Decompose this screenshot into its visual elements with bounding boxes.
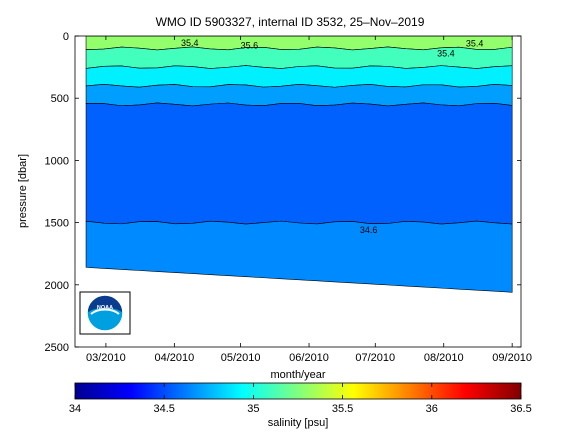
x-tick-label: 05/2010 — [221, 352, 261, 364]
x-tick-label: 03/2010 — [86, 352, 126, 364]
colorbar-tick-label: 34.5 — [153, 403, 174, 415]
colorbar-tick-label: 35.5 — [332, 403, 353, 415]
colorbar-tick-label: 36.5 — [510, 403, 531, 415]
salinity-layer — [85, 220, 513, 293]
colorbar-label: salinity [psu] — [268, 417, 329, 429]
x-tick-label: 09/2010 — [492, 352, 532, 364]
salinity-layer — [85, 83, 513, 107]
contour-label: 35.4 — [466, 38, 484, 48]
y-tick-label: 2000 — [45, 280, 69, 292]
x-tick-label: 08/2010 — [424, 352, 464, 364]
salinity-field: 35.4 35.6 35.4 35.4 34.6 — [85, 36, 513, 293]
y-axis: 0 500 1000 1500 2000 2500 — [45, 31, 521, 354]
colorbar-tick-label: 34 — [69, 403, 81, 415]
x-tick-label: 07/2010 — [355, 352, 395, 364]
y-tick-label: 2500 — [45, 342, 69, 354]
x-axis: 03/2010 04/2010 05/2010 06/2010 07/2010 08/20… — [86, 36, 532, 364]
plot-frame — [74, 35, 522, 348]
logo-text: NOAA — [97, 305, 113, 311]
y-tick-label: 0 — [63, 31, 69, 43]
contour-label: 34.6 — [360, 225, 378, 235]
salinity-layer — [85, 102, 513, 225]
x-tick-label: 06/2010 — [289, 352, 329, 364]
colorbar-tick-label: 36 — [426, 403, 438, 415]
contour-label: 35.4 — [181, 38, 199, 48]
colorbar-tick-label: 35 — [247, 403, 259, 415]
colorbar — [74, 382, 522, 400]
chart-title: WMO ID 5903327, internal ID 3532, 25–Nov… — [156, 15, 425, 29]
x-axis-label: month/year — [270, 369, 325, 381]
y-tick-label: 1500 — [45, 218, 69, 230]
y-axis-label: pressure [dbar] — [17, 154, 29, 228]
x-tick-label: 04/2010 — [154, 352, 194, 364]
contour-label: 35.4 — [437, 48, 455, 58]
y-tick-label: 500 — [51, 93, 69, 105]
contour-label: 35.6 — [241, 40, 259, 50]
y-tick-label: 1000 — [45, 155, 69, 167]
noaa-logo-icon: NOAA — [79, 291, 131, 335]
colorbar-ticks: 34 34.5 35 35.5 36 36.5 — [69, 383, 532, 415]
